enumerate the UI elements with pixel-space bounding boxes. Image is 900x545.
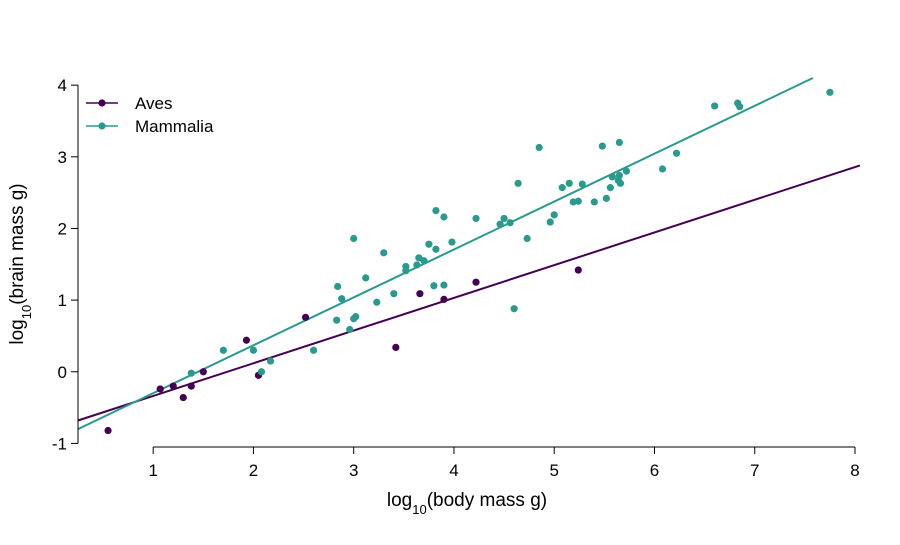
point-mammalia bbox=[622, 167, 631, 175]
point-mammalia bbox=[425, 240, 433, 248]
y-tick-label: 0 bbox=[58, 363, 67, 382]
point-mammalia bbox=[432, 245, 440, 253]
y-tick-label: -1 bbox=[52, 434, 67, 453]
legend-marker bbox=[98, 122, 106, 130]
x-tick-label: 1 bbox=[148, 461, 157, 480]
point-mammalia bbox=[420, 257, 428, 265]
point-mammalia bbox=[432, 206, 440, 215]
legend-item-aves: Aves bbox=[86, 94, 173, 113]
point-mammalia bbox=[578, 180, 586, 188]
point-mammalia bbox=[310, 346, 318, 354]
x-axis-label: log10(body mass g) bbox=[387, 490, 547, 517]
legend-label: Aves bbox=[135, 94, 173, 113]
point-mammalia bbox=[608, 173, 616, 181]
y-tick-label: 1 bbox=[58, 291, 67, 310]
x-tick-label: 3 bbox=[349, 461, 358, 480]
point-mammalia bbox=[711, 102, 719, 110]
point-mammalia bbox=[219, 346, 227, 354]
point-mammalia bbox=[440, 281, 448, 289]
point-mammalia bbox=[402, 262, 410, 271]
point-aves bbox=[104, 426, 112, 435]
point-aves bbox=[440, 295, 448, 303]
point-mammalia bbox=[510, 305, 518, 313]
x-tick-label: 5 bbox=[549, 461, 558, 480]
y-axis-label: log10(brain mass g) bbox=[7, 183, 34, 344]
point-mammalia bbox=[602, 194, 610, 202]
point-mammalia bbox=[514, 179, 522, 187]
point-mammalia bbox=[333, 316, 341, 324]
point-mammalia bbox=[338, 295, 346, 303]
point-mammalia bbox=[430, 282, 438, 290]
point-mammalia bbox=[826, 88, 834, 96]
point-mammalia bbox=[472, 214, 480, 223]
legend-item-mammalia: Mammalia bbox=[86, 117, 214, 136]
y-tick-label: 2 bbox=[58, 219, 67, 238]
point-mammalia bbox=[598, 142, 606, 150]
point-aves bbox=[416, 290, 424, 298]
point-mammalia bbox=[736, 103, 744, 111]
point-mammalia bbox=[658, 165, 667, 173]
x-tick-label: 2 bbox=[249, 461, 258, 480]
point-mammalia bbox=[352, 312, 360, 321]
point-mammalia bbox=[616, 179, 624, 187]
point-mammalia bbox=[615, 138, 623, 147]
point-mammalia bbox=[390, 290, 398, 298]
point-mammalia bbox=[574, 197, 582, 205]
x-tick-label: 8 bbox=[850, 461, 859, 480]
point-mammalia bbox=[448, 238, 456, 246]
point-aves bbox=[472, 278, 480, 286]
point-mammalia bbox=[440, 213, 448, 221]
point-mammalia bbox=[606, 184, 614, 192]
point-aves bbox=[574, 266, 582, 274]
point-mammalia bbox=[590, 198, 598, 206]
point-aves bbox=[187, 382, 195, 390]
data-points bbox=[104, 88, 834, 435]
point-mammalia bbox=[334, 282, 342, 291]
point-aves bbox=[169, 382, 177, 390]
fit-line-aves bbox=[78, 164, 860, 422]
point-mammalia bbox=[496, 220, 504, 228]
legend: Aves Mammalia bbox=[86, 94, 214, 136]
point-mammalia bbox=[558, 184, 566, 192]
y-tick-label: 4 bbox=[58, 76, 67, 95]
point-mammalia bbox=[565, 179, 573, 187]
point-mammalia bbox=[257, 368, 266, 376]
point-mammalia bbox=[546, 218, 554, 226]
point-mammalia bbox=[346, 325, 354, 334]
point-mammalia bbox=[380, 249, 388, 257]
point-aves bbox=[392, 343, 400, 352]
point-mammalia bbox=[615, 171, 623, 180]
x-tick-label: 6 bbox=[650, 461, 659, 480]
point-mammalia bbox=[535, 143, 543, 152]
point-mammalia bbox=[523, 234, 531, 243]
point-mammalia bbox=[187, 369, 195, 377]
point-mammalia bbox=[350, 234, 358, 243]
legend-label: Mammalia bbox=[135, 117, 214, 136]
point-mammalia bbox=[266, 357, 275, 365]
point-mammalia bbox=[413, 261, 421, 269]
point-mammalia bbox=[249, 346, 258, 354]
point-mammalia bbox=[362, 274, 370, 282]
x-tick-label: 4 bbox=[449, 461, 458, 480]
legend-marker bbox=[98, 99, 106, 107]
point-mammalia bbox=[373, 298, 381, 306]
y-tick-label: 3 bbox=[58, 148, 67, 167]
point-aves bbox=[179, 393, 187, 402]
point-mammalia bbox=[672, 149, 681, 157]
point-mammalia bbox=[550, 211, 558, 219]
point-aves bbox=[156, 385, 164, 393]
point-aves bbox=[242, 336, 251, 344]
point-mammalia bbox=[500, 214, 508, 223]
point-aves bbox=[301, 313, 310, 321]
x-tick-label: 7 bbox=[750, 461, 759, 480]
point-mammalia bbox=[506, 219, 514, 227]
axes: 1 2 3 4 5 6 7 8 -1 0 1 2 3 4 bbox=[52, 76, 860, 480]
point-aves bbox=[199, 368, 207, 376]
